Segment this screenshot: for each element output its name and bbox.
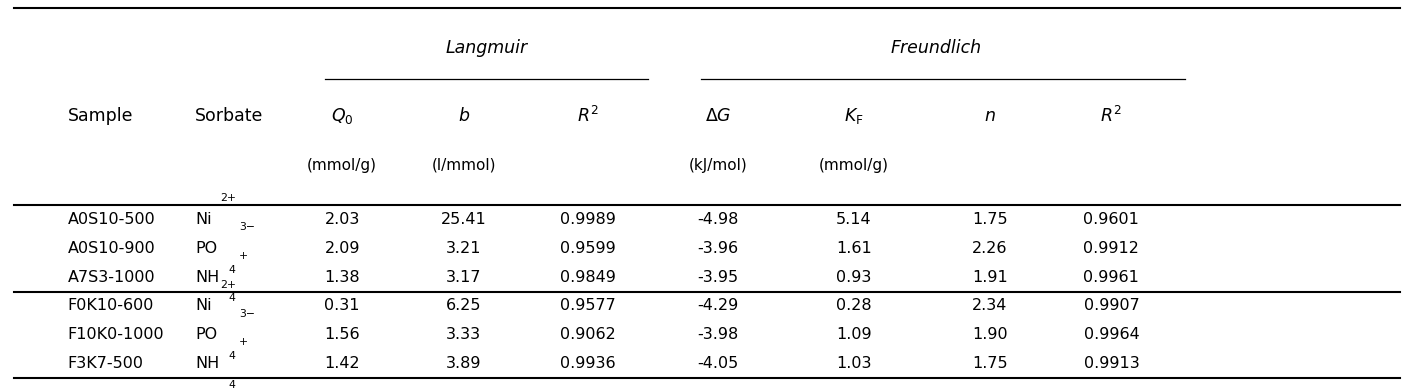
Text: 0.9912: 0.9912 (1083, 241, 1140, 256)
Text: 0.9913: 0.9913 (1083, 356, 1140, 371)
Text: (mmol/g): (mmol/g) (819, 158, 889, 173)
Text: Ni: Ni (195, 212, 212, 227)
Text: $R^2$: $R^2$ (1100, 106, 1123, 126)
Text: 6.25: 6.25 (445, 298, 482, 314)
Text: Langmuir: Langmuir (445, 39, 527, 57)
Text: 0.28: 0.28 (836, 298, 872, 314)
Text: F3K7-500: F3K7-500 (68, 356, 144, 371)
Text: -4.98: -4.98 (697, 212, 740, 227)
Text: 1.75: 1.75 (971, 356, 1008, 371)
Text: -4.29: -4.29 (697, 298, 740, 314)
Text: 0.9849: 0.9849 (560, 270, 617, 285)
Text: 5.14: 5.14 (836, 212, 872, 227)
Text: NH: NH (195, 356, 219, 371)
Text: 2+: 2+ (221, 280, 236, 290)
Text: (mmol/g): (mmol/g) (307, 158, 378, 173)
Text: 1.09: 1.09 (836, 327, 872, 342)
Text: 1.03: 1.03 (836, 356, 872, 371)
Text: (kJ/mol): (kJ/mol) (689, 158, 748, 173)
Text: -3.98: -3.98 (697, 327, 740, 342)
Text: $R^2$: $R^2$ (577, 106, 600, 126)
Text: A0S10-500: A0S10-500 (68, 212, 156, 227)
Text: PO: PO (195, 327, 218, 342)
Text: -3.95: -3.95 (697, 270, 740, 285)
Text: -4.05: -4.05 (697, 356, 740, 371)
Text: 2.09: 2.09 (324, 241, 361, 256)
Text: Sorbate: Sorbate (195, 107, 263, 125)
Text: A0S10-900: A0S10-900 (68, 241, 156, 256)
Text: 2+: 2+ (221, 193, 236, 203)
Text: 25.41: 25.41 (441, 212, 486, 227)
Text: 0.93: 0.93 (836, 270, 872, 285)
Text: 4: 4 (228, 264, 235, 275)
Text: 1.90: 1.90 (971, 327, 1008, 342)
Text: 1.56: 1.56 (324, 327, 361, 342)
Text: 0.9989: 0.9989 (560, 212, 617, 227)
Text: 1.38: 1.38 (324, 270, 361, 285)
Text: $\Delta G$: $\Delta G$ (706, 107, 731, 125)
Text: 2.26: 2.26 (971, 241, 1008, 256)
Text: 3−: 3− (239, 222, 255, 232)
Text: 2.34: 2.34 (971, 298, 1008, 314)
Text: 3.89: 3.89 (445, 356, 482, 371)
Text: (l/mmol): (l/mmol) (431, 158, 496, 173)
Text: 1.42: 1.42 (324, 356, 361, 371)
Text: A7S3-1000: A7S3-1000 (68, 270, 156, 285)
Text: 4: 4 (228, 380, 235, 390)
Text: 1.75: 1.75 (971, 212, 1008, 227)
Text: 0.9961: 0.9961 (1083, 270, 1140, 285)
Text: 0.9936: 0.9936 (560, 356, 617, 371)
Text: 1.91: 1.91 (971, 270, 1008, 285)
Text: 0.9601: 0.9601 (1083, 212, 1140, 227)
Text: NH: NH (195, 270, 219, 285)
Text: $n$: $n$ (984, 107, 995, 125)
Text: 0.9599: 0.9599 (560, 241, 617, 256)
Text: 0.31: 0.31 (324, 298, 361, 314)
Text: 0.9907: 0.9907 (1083, 298, 1140, 314)
Text: 3.33: 3.33 (447, 327, 481, 342)
Text: 0.9577: 0.9577 (560, 298, 617, 314)
Text: $K_{\rm F}$: $K_{\rm F}$ (844, 106, 864, 126)
Text: F0K10-600: F0K10-600 (68, 298, 154, 314)
Text: $b$: $b$ (458, 107, 469, 125)
Text: Ni: Ni (195, 298, 212, 314)
Text: +: + (239, 251, 247, 261)
Text: 3.17: 3.17 (445, 270, 482, 285)
Text: 0.9062: 0.9062 (560, 327, 617, 342)
Text: PO: PO (195, 241, 218, 256)
Text: +: + (239, 337, 247, 347)
Text: 2.03: 2.03 (324, 212, 361, 227)
Text: -3.96: -3.96 (697, 241, 740, 256)
Text: 4: 4 (228, 293, 235, 303)
Text: 3−: 3− (239, 308, 255, 319)
Text: F10K0-1000: F10K0-1000 (68, 327, 164, 342)
Text: Freundlich: Freundlich (891, 39, 981, 57)
Text: 3.21: 3.21 (445, 241, 482, 256)
Text: 1.61: 1.61 (836, 241, 872, 256)
Text: Sample: Sample (68, 107, 133, 125)
Text: 0.9964: 0.9964 (1083, 327, 1140, 342)
Text: $Q_0$: $Q_0$ (331, 106, 354, 126)
Text: 4: 4 (228, 351, 235, 361)
